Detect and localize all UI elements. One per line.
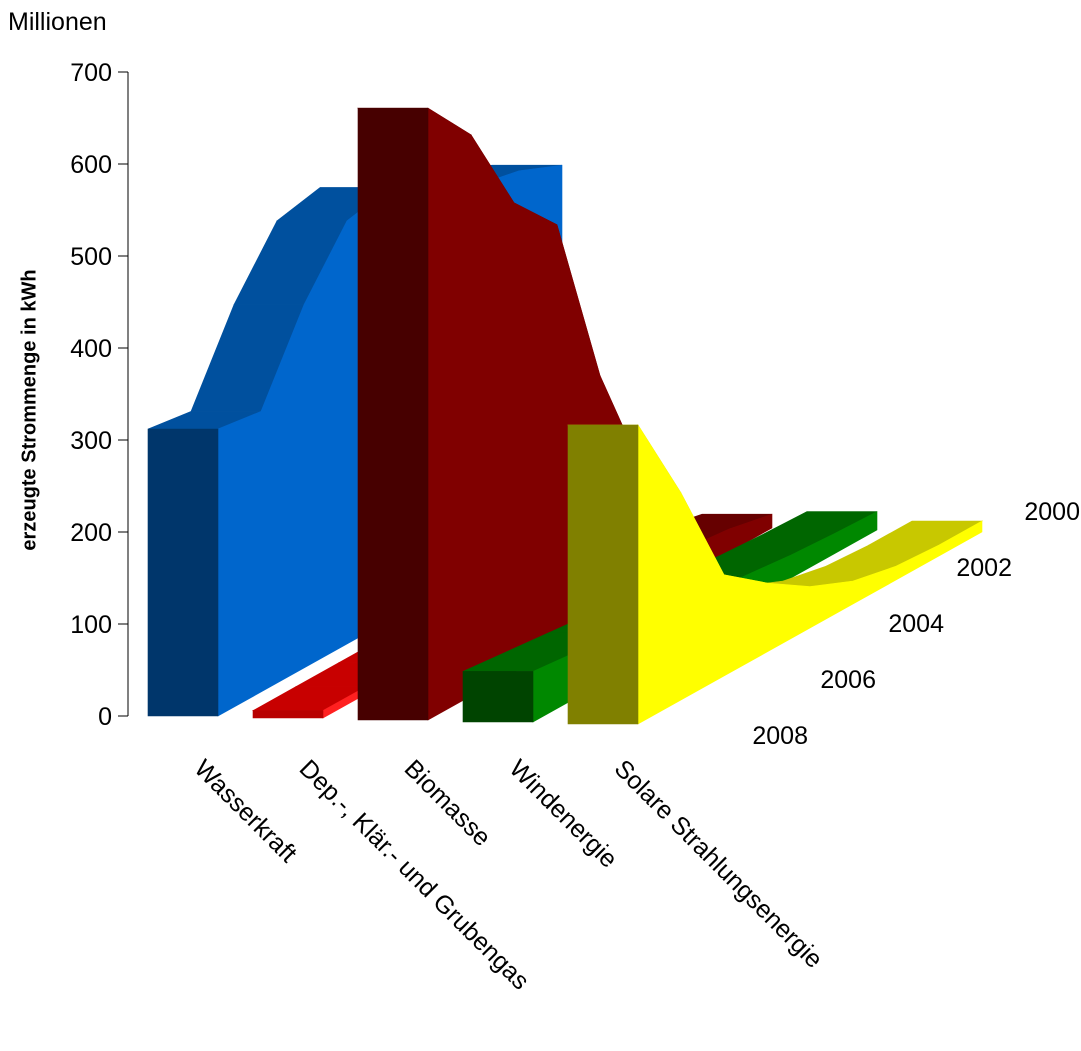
series-front-4 [567,424,639,725]
y-tick-label-500: 500 [70,243,112,271]
year-label-2004: 2004 [888,610,944,638]
series-front-3 [462,671,534,723]
category-label-2: Biomasse [399,754,496,851]
year-label-2006: 2006 [820,666,876,694]
y-tick-label-200: 200 [70,519,112,547]
category-label-0: Wasserkraft [189,754,302,867]
y-tick-label-0: 0 [98,703,112,731]
category-label-3: Windenergie [504,754,623,873]
series-front-0 [147,428,219,717]
series-front-1 [252,710,324,719]
year-label-2002: 2002 [956,554,1012,582]
y-tick-label-400: 400 [70,335,112,363]
unit-label: Millionen [8,8,107,36]
series-front-2 [357,107,429,721]
y-tick-label-600: 600 [70,151,112,179]
y-tick-label-100: 100 [70,611,112,639]
y-tick-label-300: 300 [70,427,112,455]
year-label-2000: 2000 [1024,498,1080,526]
category-label-1: Dep.-, Klär.- und Grubengas [294,754,535,995]
year-label-2008: 2008 [752,722,808,750]
y-tick-label-700: 700 [70,59,112,87]
category-label-4: Solare Strahlungsenergie [609,754,828,973]
